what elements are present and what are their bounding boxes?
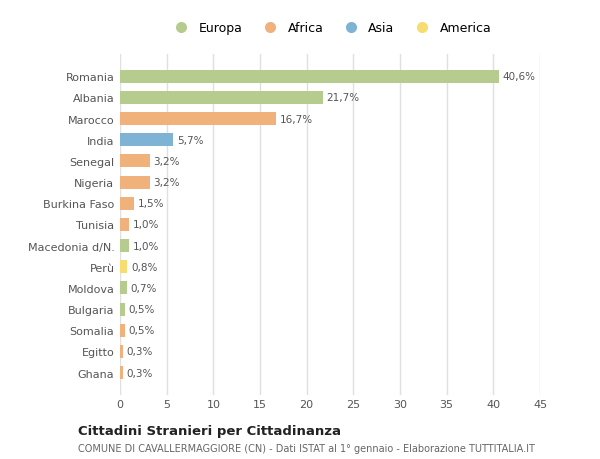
Text: 16,7%: 16,7% [280, 114, 313, 124]
Text: 1,0%: 1,0% [133, 220, 160, 230]
Text: COMUNE DI CAVALLERMAGGIORE (CN) - Dati ISTAT al 1° gennaio - Elaborazione TUTTIT: COMUNE DI CAVALLERMAGGIORE (CN) - Dati I… [78, 443, 535, 453]
Bar [120, 345, 123, 358]
Text: 1,5%: 1,5% [138, 199, 164, 209]
Text: 3,2%: 3,2% [154, 157, 180, 167]
Text: Cittadini Stranieri per Cittadinanza: Cittadini Stranieri per Cittadinanza [78, 424, 341, 437]
Bar [120, 303, 125, 316]
Bar [120, 240, 130, 252]
Bar [120, 261, 127, 274]
Bar [120, 176, 150, 189]
Legend: Europa, Africa, Asia, America: Europa, Africa, Asia, America [164, 17, 496, 40]
Bar [120, 218, 130, 231]
Bar [120, 71, 499, 84]
Bar [120, 113, 276, 126]
Text: 21,7%: 21,7% [326, 93, 359, 103]
Bar [120, 197, 134, 210]
Text: 0,3%: 0,3% [127, 368, 153, 378]
Bar [120, 324, 125, 337]
Text: 40,6%: 40,6% [503, 72, 536, 82]
Text: 0,3%: 0,3% [127, 347, 153, 357]
Bar [120, 282, 127, 295]
Text: 3,2%: 3,2% [154, 178, 180, 188]
Bar [120, 155, 150, 168]
Text: 0,5%: 0,5% [128, 325, 155, 336]
Text: 0,8%: 0,8% [131, 262, 158, 272]
Text: 0,7%: 0,7% [130, 283, 157, 293]
Text: 1,0%: 1,0% [133, 241, 160, 251]
Bar [120, 366, 123, 379]
Text: 0,5%: 0,5% [128, 304, 155, 314]
Text: 5,7%: 5,7% [177, 135, 203, 146]
Bar [120, 134, 173, 147]
Bar [120, 92, 323, 105]
